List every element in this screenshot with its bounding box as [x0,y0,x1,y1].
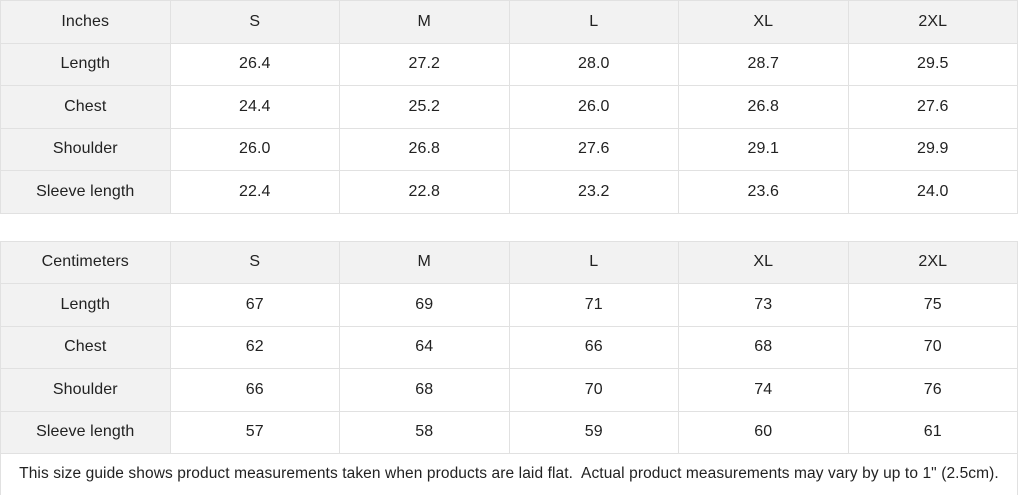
cell-value: 25.2 [339,85,510,129]
table-row: Length 26.4 27.2 28.0 28.7 29.5 [0,42,1018,86]
size-table-inches: Inches S M L XL 2XL Length 26.4 27.2 28.… [0,0,1018,214]
cell-value: 29.5 [847,42,1018,86]
cell-value: 23.6 [678,170,849,214]
cell-value: 73 [678,283,849,327]
row-label: Chest [0,325,171,369]
table-header-row: Inches S M L XL 2XL [0,0,1018,44]
size-header-2xl: 2XL [847,0,1018,44]
row-label: Length [0,42,171,86]
cell-value: 66 [508,325,679,369]
cell-value: 29.1 [678,127,849,171]
cell-value: 26.8 [678,85,849,129]
unit-header-inches: Inches [0,0,171,44]
cell-value: 66 [169,368,340,412]
cell-value: 70 [847,325,1018,369]
table-row: Sleeve length 57 58 59 60 61 [0,410,1018,454]
size-header-m: M [339,0,510,44]
size-header-l: L [508,0,679,44]
size-header-l: L [508,240,679,284]
cell-value: 75 [847,283,1018,327]
table-row: Chest 62 64 66 68 70 [0,325,1018,369]
cell-value: 60 [678,410,849,454]
cell-value: 28.0 [508,42,679,86]
cell-value: 27.6 [847,85,1018,129]
cell-value: 27.6 [508,127,679,171]
cell-value: 29.9 [847,127,1018,171]
size-header-xl: XL [678,240,849,284]
table-header-row: Centimeters S M L XL 2XL [0,240,1018,284]
size-header-m: M [339,240,510,284]
cell-value: 27.2 [339,42,510,86]
cell-value: 57 [169,410,340,454]
table-row: Sleeve length 22.4 22.8 23.2 23.6 24.0 [0,170,1018,214]
size-header-s: S [169,0,340,44]
table-gap [0,213,1018,241]
cell-value: 26.0 [169,127,340,171]
cell-value: 26.0 [508,85,679,129]
cell-value: 28.7 [678,42,849,86]
cell-value: 26.8 [339,127,510,171]
cell-value: 68 [339,368,510,412]
cell-value: 74 [678,368,849,412]
cell-value: 76 [847,368,1018,412]
row-label: Chest [0,85,171,129]
row-label: Length [0,283,171,327]
size-guide-note: This size guide shows product measuremen… [0,454,1018,495]
cell-value: 61 [847,410,1018,454]
cell-value: 24.0 [847,170,1018,214]
cell-value: 26.4 [169,42,340,86]
table-row: Length 67 69 71 73 75 [0,283,1018,327]
cell-value: 71 [508,283,679,327]
table-row: Shoulder 66 68 70 74 76 [0,368,1018,412]
cell-value: 24.4 [169,85,340,129]
row-label: Sleeve length [0,410,171,454]
cell-value: 59 [508,410,679,454]
cell-value: 62 [169,325,340,369]
cell-value: 70 [508,368,679,412]
cell-value: 58 [339,410,510,454]
cell-value: 22.8 [339,170,510,214]
cell-value: 64 [339,325,510,369]
cell-value: 23.2 [508,170,679,214]
cell-value: 69 [339,283,510,327]
size-header-s: S [169,240,340,284]
cell-value: 68 [678,325,849,369]
table-row: Shoulder 26.0 26.8 27.6 29.1 29.9 [0,127,1018,171]
row-label: Shoulder [0,127,171,171]
size-table-centimeters: Centimeters S M L XL 2XL Length 67 69 71… [0,240,1018,455]
cell-value: 22.4 [169,170,340,214]
unit-header-centimeters: Centimeters [0,240,171,284]
size-header-2xl: 2XL [847,240,1018,284]
table-row: Chest 24.4 25.2 26.0 26.8 27.6 [0,85,1018,129]
row-label: Sleeve length [0,170,171,214]
row-label: Shoulder [0,368,171,412]
cell-value: 67 [169,283,340,327]
size-header-xl: XL [678,0,849,44]
